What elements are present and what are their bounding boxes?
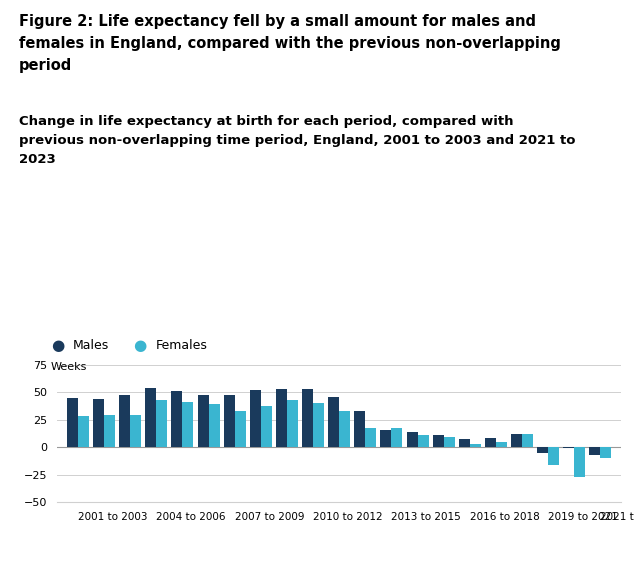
Bar (287, 400, 298, 447)
Bar (600, 447, 611, 458)
Text: Males: Males (73, 338, 109, 352)
Text: Change in life expectancy at birth for each period, compared with
previous non-o: Change in life expectancy at birth for e… (19, 115, 576, 166)
Text: ●: ● (133, 338, 146, 352)
Bar (590, 447, 600, 455)
Bar (354, 411, 365, 447)
Bar (235, 411, 245, 447)
Bar (365, 429, 377, 447)
Bar (224, 396, 235, 447)
Bar (130, 415, 141, 447)
Bar (564, 447, 574, 448)
Bar (537, 447, 548, 453)
Bar (459, 439, 470, 447)
Bar (444, 437, 455, 447)
Bar (276, 389, 287, 447)
Bar (171, 391, 183, 447)
Bar (261, 406, 272, 447)
Bar (302, 389, 313, 447)
Bar (93, 399, 104, 447)
Bar (119, 396, 130, 447)
Bar (470, 444, 481, 447)
Text: Females: Females (155, 338, 207, 352)
Bar (78, 416, 89, 447)
Bar (67, 398, 78, 447)
Bar (198, 396, 209, 447)
Bar (183, 402, 193, 447)
Bar (433, 435, 444, 447)
Text: Figure 2: Life expectancy fell by a small amount for males and
females in Englan: Figure 2: Life expectancy fell by a smal… (19, 14, 561, 73)
Bar (406, 432, 418, 447)
Bar (522, 434, 533, 447)
Bar (313, 403, 324, 447)
Bar (380, 430, 391, 447)
Bar (250, 390, 261, 447)
Bar (574, 447, 585, 477)
Bar (339, 411, 350, 447)
Bar (485, 438, 496, 447)
Text: Weeks: Weeks (51, 362, 87, 372)
Bar (496, 442, 507, 447)
Bar (209, 404, 219, 447)
Bar (104, 415, 115, 447)
Bar (511, 434, 522, 447)
Bar (418, 435, 429, 447)
Bar (548, 447, 559, 465)
Bar (391, 429, 403, 447)
Bar (328, 397, 339, 447)
Text: ●: ● (51, 338, 64, 352)
Bar (157, 400, 167, 447)
Bar (145, 388, 157, 447)
